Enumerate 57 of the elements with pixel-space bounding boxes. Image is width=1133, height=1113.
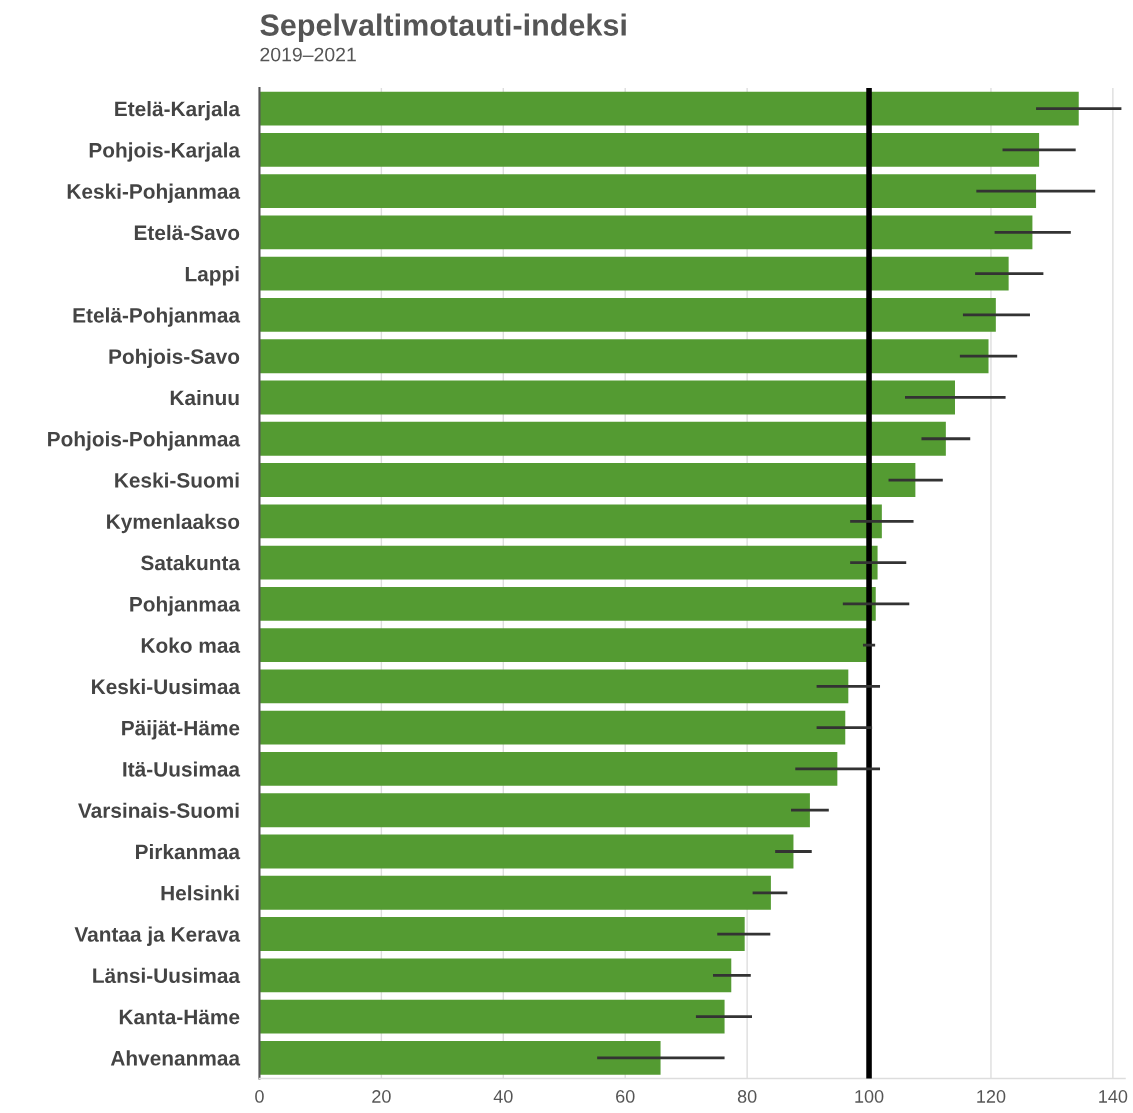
y-tick-label: Pohjois-Pohjanmaa xyxy=(48,431,241,451)
bar xyxy=(259,545,878,580)
bar xyxy=(259,174,1037,209)
y-tick-label: Keski-Pohjanmaa xyxy=(67,183,241,203)
x-tick-label: 0 xyxy=(255,1090,264,1103)
y-tick-label: Ahvenanmaa xyxy=(110,1050,241,1066)
bar xyxy=(259,421,946,456)
y-tick-label: Etelä-Karjala xyxy=(115,101,241,121)
x-tick-label: 40 xyxy=(493,1090,513,1103)
bar xyxy=(259,917,745,951)
bar xyxy=(259,132,1040,167)
y-tick-label: Päijät-Häme xyxy=(122,720,240,740)
bar xyxy=(259,586,876,621)
x-tick-label: 120 xyxy=(977,1090,1006,1103)
y-tick-label: Kymenlaakso xyxy=(107,513,240,534)
bar xyxy=(259,504,882,539)
y-tick-label: Helsinki xyxy=(161,885,239,901)
bar xyxy=(259,380,955,415)
chart-title: Sepelvaltimotauti-indeksi xyxy=(260,13,626,42)
bar xyxy=(259,793,810,828)
x-tick-label: 20 xyxy=(372,1090,391,1103)
y-tick-label: Varsinais-Suomi xyxy=(78,802,239,818)
bar xyxy=(259,1040,661,1075)
bar xyxy=(259,752,838,786)
bar xyxy=(259,999,725,1034)
y-tick-label: Keski-Suomi xyxy=(115,472,239,488)
bar xyxy=(259,710,846,745)
bar xyxy=(259,91,1079,126)
y-tick-label: Pohjois-Savo xyxy=(109,348,240,369)
y-tick-label: Satakunta xyxy=(141,555,241,571)
y-tick-label: Pohjanmaa xyxy=(130,596,241,616)
bar xyxy=(259,463,916,497)
y-tick-label: Etelä-Pohjanmaa xyxy=(73,307,241,327)
y-tick-label: Länsi-Uusimaa xyxy=(93,967,241,984)
x-tick-label: 140 xyxy=(1099,1090,1128,1103)
y-tick-label: Pohjois-Karjala xyxy=(89,142,241,162)
bar xyxy=(259,339,989,374)
y-tick-label: Kanta-Häme xyxy=(119,1009,240,1025)
y-tick-label: Pirkanmaa xyxy=(136,843,241,860)
bar xyxy=(259,834,794,869)
bar xyxy=(259,256,1009,291)
y-tick-label: Kainuu xyxy=(170,389,239,406)
y-tick-label: Lappi xyxy=(185,266,239,286)
x-tick-label: 100 xyxy=(855,1090,884,1103)
y-tick-label: Koko maa xyxy=(141,637,241,653)
y-tick-label: Itä-Uusimaa xyxy=(123,761,241,777)
y-tick-label: Etelä-Savo xyxy=(134,224,240,241)
x-tick-label: 60 xyxy=(616,1090,635,1103)
x-tick-label: 80 xyxy=(737,1090,757,1103)
bar xyxy=(259,298,996,332)
bar xyxy=(259,875,771,910)
bar xyxy=(259,958,732,993)
bar xyxy=(259,669,849,704)
y-tick-label: Keski-Uusimaa xyxy=(92,678,241,695)
bar xyxy=(259,215,1033,250)
y-tick-label: Vantaa ja Kerava xyxy=(74,926,241,946)
chart-subtitle: 2019–2021 xyxy=(260,47,356,62)
